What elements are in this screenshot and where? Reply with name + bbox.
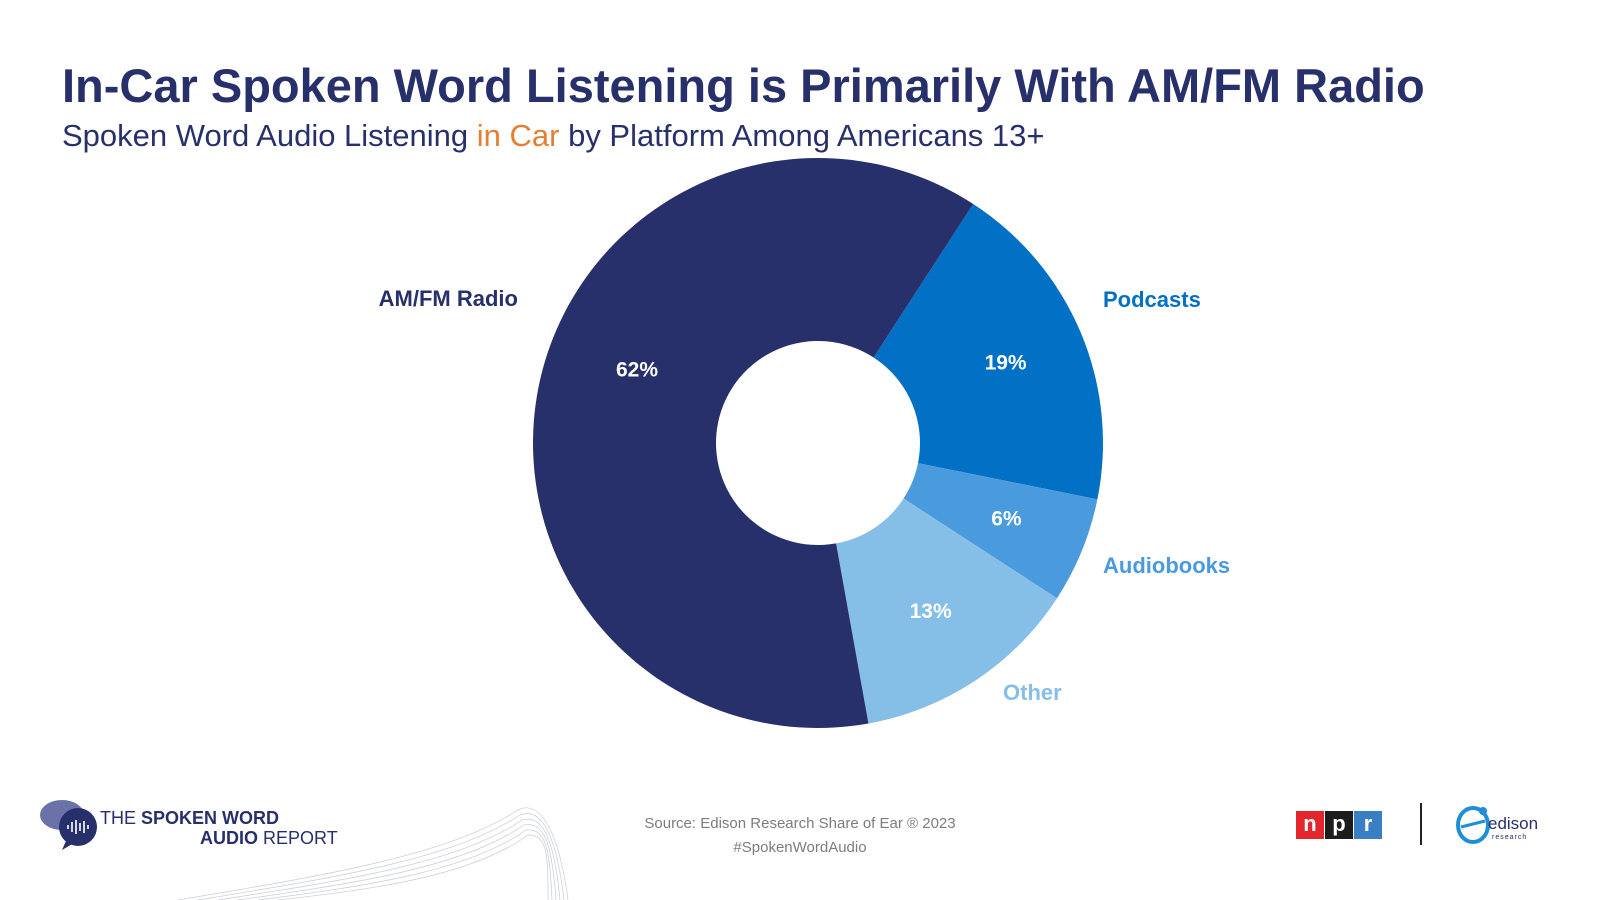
value-label-podcasts: 19%: [985, 352, 1027, 375]
chart-title: In-Car Spoken Word Listening is Primaril…: [62, 59, 1425, 112]
logo-divider: [1420, 803, 1422, 845]
category-label-audiobooks: Audiobooks: [1103, 553, 1230, 578]
report-the: THE: [100, 808, 136, 828]
subtitle-suffix: by Platform Among Americans 13+: [559, 118, 1045, 153]
category-label-am-fm-radio: AM/FM Radio: [379, 286, 518, 311]
npr-logo: n p r: [1296, 811, 1383, 839]
npr-letter-n: n: [1296, 811, 1324, 839]
donut-chart: 19% Podcasts 6% Audiobooks 13% Other 62% AM/FM …: [379, 157, 1230, 728]
slice-am-fm-radio: [533, 157, 974, 728]
report-report: REPORT: [263, 828, 338, 848]
source-block: Source: Edison Research Share of Ear ® 2…: [600, 812, 1000, 860]
slice-other: [836, 498, 1058, 724]
edison-logo-icon: [1456, 806, 1490, 844]
slice-audiobooks: [903, 463, 1098, 599]
report-title: THE SPOKEN WORD AUDIO REPORT: [100, 808, 338, 848]
npr-letter-r: r: [1354, 811, 1382, 839]
npr-letter-p: p: [1325, 811, 1353, 839]
subtitle-prefix: Spoken Word Audio Listening: [62, 118, 477, 153]
source-text: Source: Edison Research Share of Ear ® 2…: [644, 815, 956, 832]
slice-podcasts: [873, 203, 1103, 500]
report-logo-wave: [40, 800, 569, 900]
speech-bubble-icon: [40, 800, 97, 850]
hashtag-text: #SpokenWordAudio: [733, 839, 867, 856]
edison-logo-subtext: research: [1492, 834, 1528, 841]
value-label-am-fm-radio: 62%: [616, 359, 658, 382]
value-label-other: 13%: [910, 600, 952, 623]
value-label-audiobooks: 6%: [991, 507, 1022, 530]
report-spoken-word: SPOKEN WORD: [141, 808, 280, 828]
category-label-podcasts: Podcasts: [1103, 287, 1201, 312]
chart-subtitle: Spoken Word Audio Listening in Car by Pl…: [62, 118, 1045, 154]
category-label-other: Other: [1003, 680, 1062, 705]
subtitle-highlight: in Car: [476, 118, 560, 153]
report-audio: AUDIO: [200, 828, 258, 848]
wave-lines: [177, 807, 569, 900]
edison-logo-text: edison: [1488, 814, 1539, 833]
